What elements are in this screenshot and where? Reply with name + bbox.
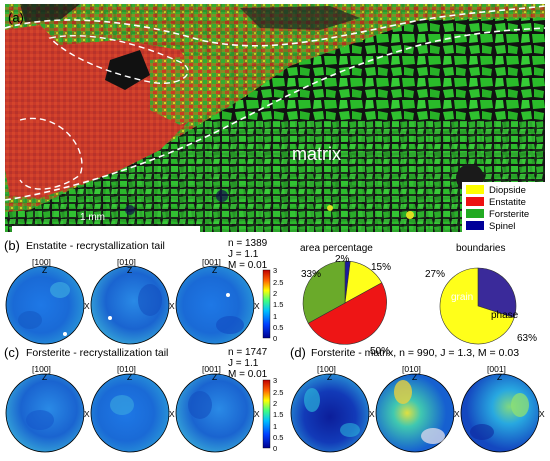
pole-label: [001] (202, 364, 221, 374)
axis-x-label: X (454, 409, 460, 419)
panel-c-stat-j: J = 1.1 (228, 358, 259, 369)
pole-figure-enstatite-100 (5, 265, 85, 345)
pie-area-label-diopside: 15% (371, 262, 391, 273)
pole-figure-forsterite-010 (90, 373, 170, 453)
panel-b-stat-j: J = 1.1 (228, 249, 259, 260)
legend-enstatite: Enstatite (489, 197, 526, 208)
colorbar-tick: 0.5 (273, 323, 283, 332)
colorbar-tick: 1.5 (273, 300, 283, 309)
panel-b-pole-figures: [100] Z X [010] Z X [001] Z X (5, 257, 260, 345)
axis-z-label: Z (42, 372, 47, 382)
colorbar-tick: 0 (273, 444, 277, 453)
legend-swatch-forsterite (466, 209, 484, 218)
colorbar-tick: 2 (273, 399, 277, 408)
scale-label: 1 mm (80, 212, 105, 223)
panel-c-title: Forsterite - recrystallization tail (26, 347, 168, 359)
colorbar-c: 3 2.5 2 1.5 1 0.5 0 (262, 376, 283, 453)
legend-forsterite: Forsterite (489, 209, 529, 220)
pole-label: [100] (32, 257, 51, 267)
pie-area-label-enstatite: 50% (370, 346, 390, 357)
panel-b-stat-m: M = 0.01 (228, 260, 268, 271)
colorbar-tick: 3 (273, 266, 277, 275)
pole-figure-matrix-100 (290, 373, 370, 453)
colorbar-tick: 0 (273, 334, 277, 343)
axis-x-label: X (169, 301, 175, 311)
colorbar-tick: 0.5 (273, 433, 283, 442)
panel-b-title: Enstatite - recrystallization tail (26, 240, 165, 252)
panel-c-label: (c) (4, 345, 19, 360)
axis-z-label: Z (127, 372, 132, 382)
pole-label: [010] (402, 364, 421, 374)
pie-area-label-spinel: 2% (335, 254, 350, 265)
phase-legend: Diopside Enstatite Forsterite Spinel (462, 182, 546, 232)
pie-boundaries-slice-grain (477, 267, 517, 319)
scale-bar (12, 226, 200, 232)
pie-area-chart (302, 260, 387, 345)
pie-boundaries-label-phase: 63% (517, 333, 537, 344)
axis-x-label: X (254, 409, 260, 419)
colorbar-tick: 2 (273, 289, 277, 298)
colorbar-tick: 3 (273, 376, 277, 385)
pie-boundaries-phase-text: phase (491, 310, 519, 321)
colorbar-tick: 1 (273, 312, 277, 321)
pie-area-slice-forsterite (302, 260, 346, 324)
panel-a-label: (a) (8, 10, 24, 25)
axis-z-label: Z (127, 265, 132, 275)
pie-boundaries-chart (439, 267, 517, 345)
pie-boundaries-title: boundaries (456, 243, 505, 254)
panel-d-label: (d) (290, 345, 306, 360)
panel-d-pole-figures: [100] Z X [010] Z X [001] Z X (290, 364, 545, 453)
pole-label: [100] (32, 364, 51, 374)
pole-figure-matrix-001 (460, 373, 540, 453)
pie-boundaries-label-grain: 27% (425, 269, 445, 280)
panel-b-label: (b) (4, 238, 20, 253)
colorbar-tick: 2.5 (273, 388, 283, 397)
matrix-label: matrix (292, 144, 341, 164)
colorbar-tick: 2.5 (273, 278, 283, 287)
pole-figure-forsterite-001 (175, 373, 255, 453)
pie-area-slice-enstatite (307, 282, 387, 345)
legend-diopside: Diopside (489, 185, 526, 196)
axis-z-label: Z (212, 265, 217, 275)
panel-c-stat-m: M = 0.01 (228, 369, 268, 380)
pole-label: [010] (117, 257, 136, 267)
legend-swatch-diopside (466, 185, 484, 194)
colorbar-tick: 1 (273, 422, 277, 431)
colorbar-tick: 1.5 (273, 410, 283, 419)
pie-boundaries-slice-phase (439, 267, 515, 345)
pie-boundaries-grain-text: grain (451, 292, 473, 303)
pie-area-label-forsterite: 33% (301, 269, 321, 280)
legend-swatch-spinel (466, 221, 484, 230)
axis-z-label: Z (412, 372, 417, 382)
pole-figure-enstatite-001 (175, 265, 255, 345)
axis-z-label: Z (42, 265, 47, 275)
colorbar-b: 3 2.5 2 1.5 1 0.5 0 (262, 266, 283, 343)
pole-label: [100] (317, 364, 336, 374)
pole-label: [001] (202, 257, 221, 267)
phase-map (4, 4, 546, 232)
panel-c-stat-n: n = 1747 (228, 347, 268, 358)
axis-z-label: Z (212, 372, 217, 382)
axis-z-label: Z (327, 372, 332, 382)
panel-c-pole-figures: [100] Z X [010] Z X [001] Z X (5, 364, 260, 453)
pole-label: [010] (117, 364, 136, 374)
pie-area-title: area percentage (300, 243, 373, 254)
axis-x-label: X (539, 409, 545, 419)
panel-d-title: Forsterite - matrix, n = 990, J = 1.3, M… (311, 347, 519, 359)
legend-swatch-enstatite (466, 197, 484, 206)
axis-x-label: X (169, 409, 175, 419)
axis-z-label: Z (497, 372, 502, 382)
panel-b-stat-n: n = 1389 (228, 238, 268, 249)
axis-x-label: X (369, 409, 375, 419)
axis-x-label: X (84, 301, 90, 311)
legend-spinel: Spinel (489, 221, 515, 232)
axis-x-label: X (84, 409, 90, 419)
pole-label: [001] (487, 364, 506, 374)
axis-x-label: X (254, 301, 260, 311)
